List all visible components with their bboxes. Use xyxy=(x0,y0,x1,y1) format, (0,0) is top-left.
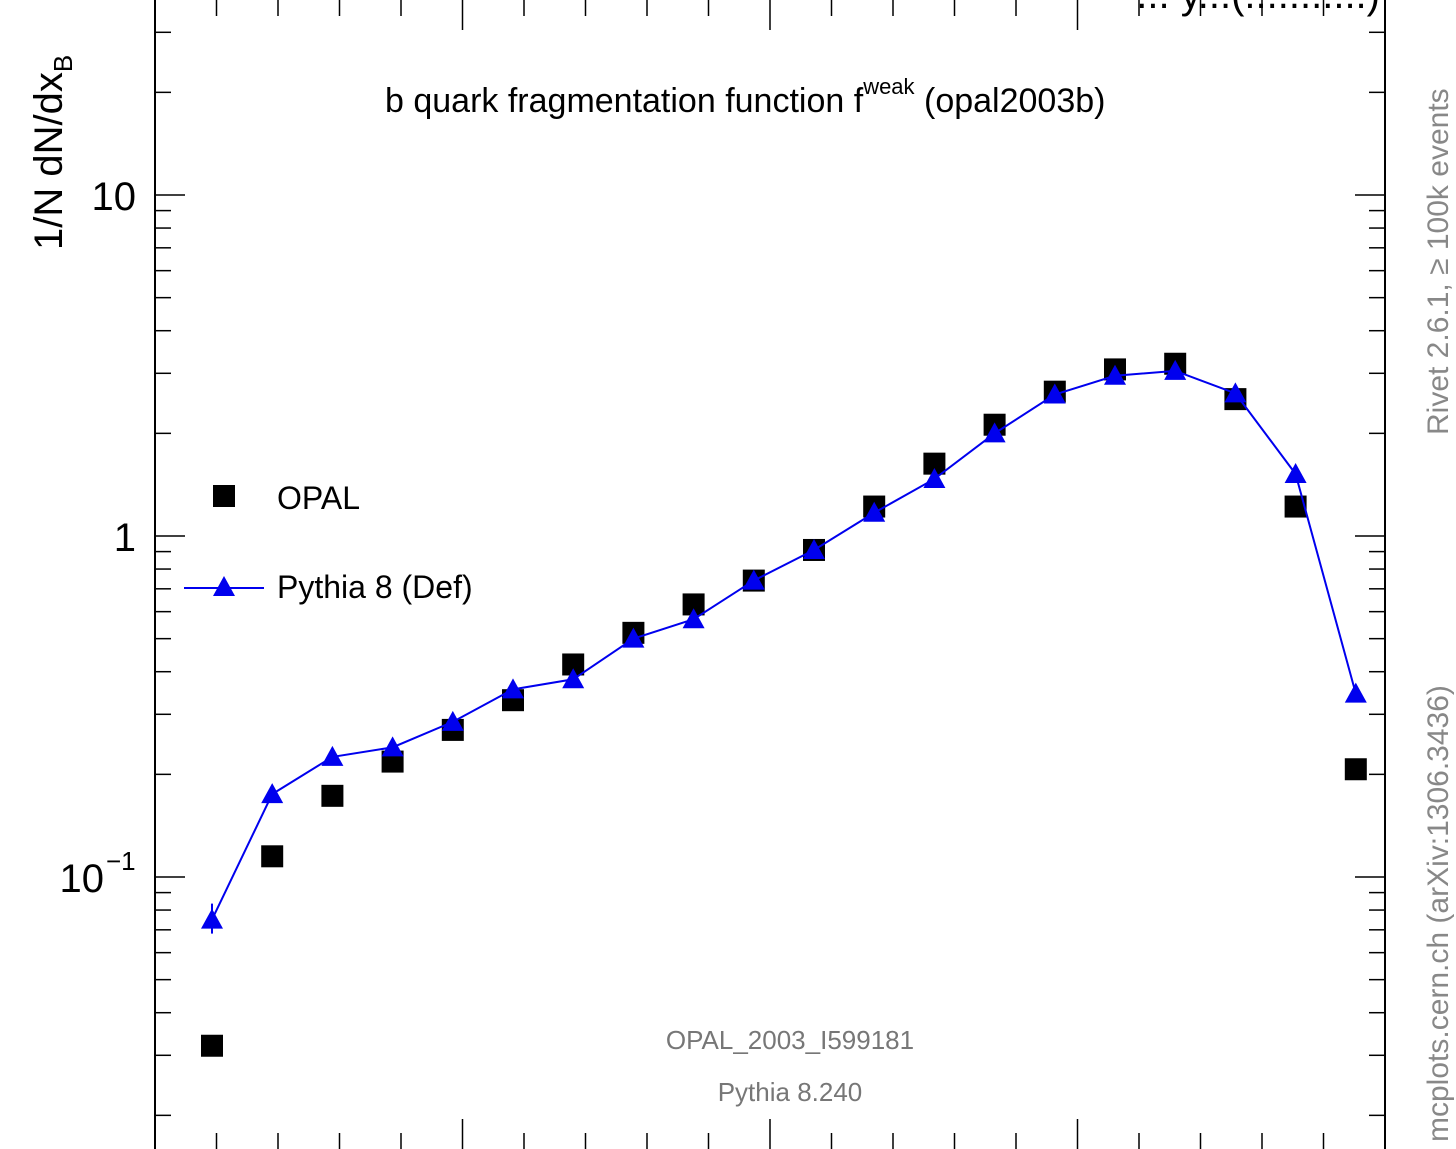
opal-point xyxy=(321,784,344,807)
pythia-point xyxy=(1043,383,1066,404)
mcplots-source-label: mcplots.cern.ch (arXiv:1306.3436) xyxy=(1422,685,1455,1142)
pythia-point xyxy=(321,745,344,766)
legend-marker-opal xyxy=(213,485,235,507)
plot-frame xyxy=(154,0,1386,1149)
pythia-point xyxy=(1284,462,1307,483)
pythia-point xyxy=(1344,682,1367,703)
pythia-point xyxy=(1104,364,1126,385)
legend-label-opal: OPAL xyxy=(277,480,360,516)
y-tick-label-0.1-base: 10 xyxy=(60,857,105,901)
y-tick-label-1: 1 xyxy=(114,516,136,560)
pythia-point xyxy=(261,783,284,804)
opal-point xyxy=(1344,758,1367,781)
opal-point xyxy=(682,593,705,616)
rivet-version-label: Rivet 2.6.1, ≥ 100k events xyxy=(1422,88,1455,435)
pythia-point xyxy=(622,627,645,648)
pythia-point xyxy=(502,678,524,699)
pythia-point xyxy=(742,569,765,590)
opal-point xyxy=(201,1034,223,1057)
legend-label-pythia: Pythia 8 (Def) xyxy=(277,569,473,605)
pythia-point xyxy=(1224,382,1247,403)
axis-ticks xyxy=(155,0,1385,1149)
chart-title: b quark fragmentation function fweak (op… xyxy=(385,74,1105,120)
pythia-point xyxy=(863,501,886,522)
series-pythia xyxy=(201,359,1367,934)
pythia-point xyxy=(441,710,464,731)
series-opal xyxy=(201,352,1367,1057)
y-tick-label-10: 10 xyxy=(92,175,137,219)
pythia-point xyxy=(562,668,585,689)
opal-point xyxy=(1284,495,1307,518)
opal-point xyxy=(562,653,585,676)
legend-marker-pythia xyxy=(213,576,235,596)
pythia-point xyxy=(923,467,946,488)
opal-point xyxy=(261,845,284,868)
analysis-id-label: OPAL_2003_I599181 xyxy=(666,1025,914,1055)
pythia-point xyxy=(803,538,825,559)
y-tick-label-0.1-exponent: −1 xyxy=(106,846,136,876)
pythia-point xyxy=(381,736,404,757)
top-cut-text: ... y...(...........) xyxy=(1136,0,1380,17)
pythia-point xyxy=(682,608,705,629)
pythia-line xyxy=(211,369,1357,921)
generator-version-label: Pythia 8.240 xyxy=(718,1077,863,1107)
opal-point xyxy=(923,452,946,475)
pythia-point xyxy=(1164,359,1187,380)
legend: OPAL Pythia 8 (Def) xyxy=(184,480,473,605)
y-axis-label: 1/N dN/dxB xyxy=(27,55,78,250)
pythia-point xyxy=(983,422,1006,443)
